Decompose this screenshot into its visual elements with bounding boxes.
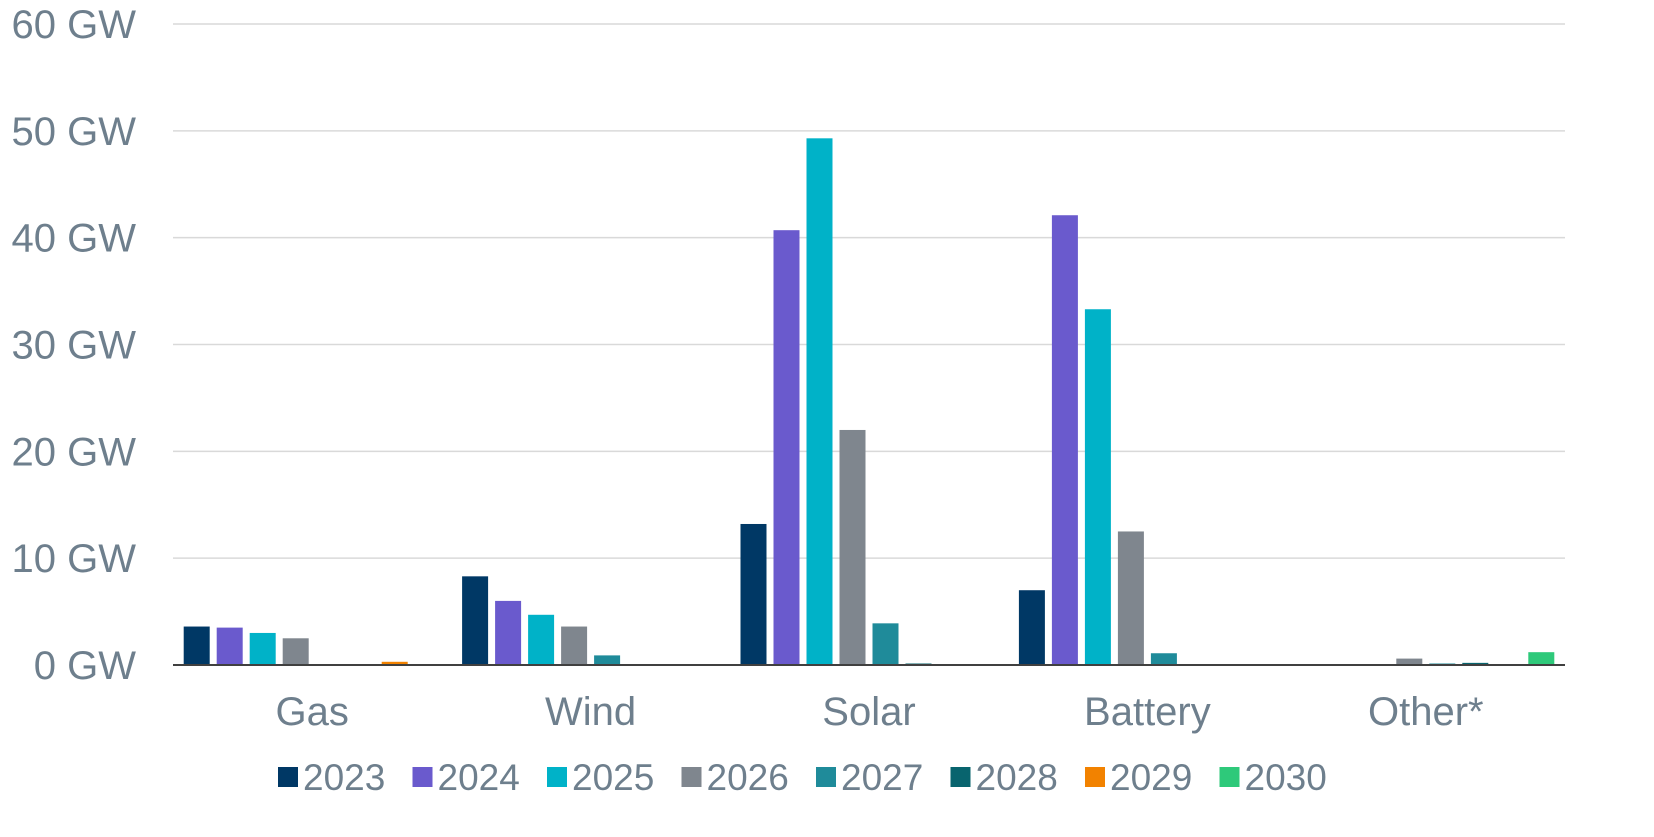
y-tick-label: 50 GW	[12, 110, 137, 154]
bar-solar-2023	[740, 523, 767, 665]
x-axis-category-labels: Gas Wind Solar Battery Other*	[276, 690, 1484, 734]
legend-label-2025: 2025	[572, 757, 654, 798]
bar-other-2026	[1396, 658, 1423, 665]
legend-swatch-2026	[681, 767, 702, 787]
y-tick-label: 20 GW	[12, 430, 137, 474]
legend-label-2026: 2026	[707, 757, 789, 798]
bar-battery-2025	[1084, 309, 1111, 665]
legend-swatch-2030	[1219, 767, 1240, 787]
y-tick-label: 60 GW	[12, 3, 137, 47]
legend-label-2028: 2028	[976, 757, 1058, 798]
gridlines	[173, 23, 1565, 559]
bar-gas-2023	[183, 626, 210, 665]
x-tick-label: Wind	[545, 690, 636, 734]
bar-wind-2025	[528, 614, 555, 665]
bar-gas-2024	[216, 627, 243, 665]
bar-gas-2026	[282, 638, 309, 665]
x-tick-label: Battery	[1084, 690, 1211, 734]
legend-swatch-2025	[547, 767, 567, 787]
bar-other-2028	[1462, 662, 1489, 665]
bar-wind-2026	[561, 626, 588, 665]
legend-label-2027: 2027	[841, 757, 923, 798]
y-tick-label: 30 GW	[12, 324, 137, 368]
bar-solar-2027	[872, 623, 899, 665]
legend-label-2024: 2024	[438, 757, 520, 798]
bar-solar-2026	[839, 429, 866, 665]
bar-battery-2023	[1018, 590, 1045, 665]
bar-wind-2023	[462, 576, 489, 665]
legend-swatch-2023	[278, 767, 298, 787]
x-tick-label: Gas	[276, 690, 349, 734]
legend-swatch-2029	[1085, 767, 1105, 787]
bar-gas-2025	[249, 632, 276, 665]
bar-solar-2024	[773, 230, 800, 665]
bar-solar-2025	[806, 138, 833, 666]
legend-label-2023: 2023	[303, 757, 385, 798]
y-tick-label: 10 GW	[12, 537, 137, 581]
legend-label-2030: 2030	[1245, 757, 1327, 798]
bars	[183, 138, 1555, 666]
legend-swatch-2028	[950, 767, 971, 787]
bar-other-2030	[1528, 652, 1555, 665]
x-tick-label: Solar	[822, 690, 915, 734]
y-tick-label: 0 GW	[34, 644, 136, 688]
bar-battery-2027	[1150, 653, 1177, 665]
bar-gas-2029	[381, 661, 408, 665]
legend-swatch-2027	[816, 767, 836, 787]
x-tick-label: Other*	[1368, 690, 1484, 734]
bar-battery-2024	[1051, 215, 1078, 665]
y-axis-tick-labels: 0 GW 10 GW 20 GW 30 GW 40 GW 50 GW 60 GW	[12, 3, 137, 688]
bar-wind-2024	[495, 600, 522, 665]
legend-label-2029: 2029	[1110, 757, 1192, 798]
bar-battery-2026	[1117, 531, 1144, 665]
legend-swatch-2024	[412, 767, 433, 787]
legend: 2023 2024 2025 2026 2027 2028 2029 2030	[278, 757, 1327, 798]
bar-wind-2027	[594, 655, 621, 665]
y-tick-label: 40 GW	[12, 217, 137, 261]
